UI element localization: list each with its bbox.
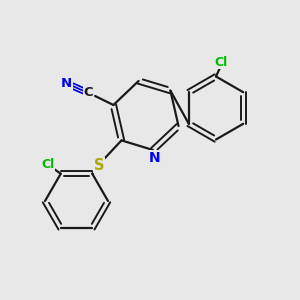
Text: N: N [61, 77, 72, 90]
Text: Cl: Cl [41, 158, 55, 171]
Text: C: C [84, 86, 93, 100]
Text: Cl: Cl [214, 56, 227, 69]
Text: S: S [94, 158, 104, 172]
Text: N: N [149, 151, 160, 164]
